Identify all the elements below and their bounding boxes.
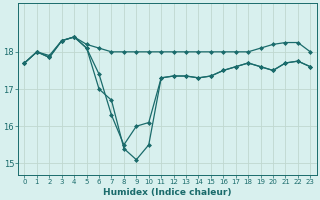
X-axis label: Humidex (Indice chaleur): Humidex (Indice chaleur) (103, 188, 232, 197)
